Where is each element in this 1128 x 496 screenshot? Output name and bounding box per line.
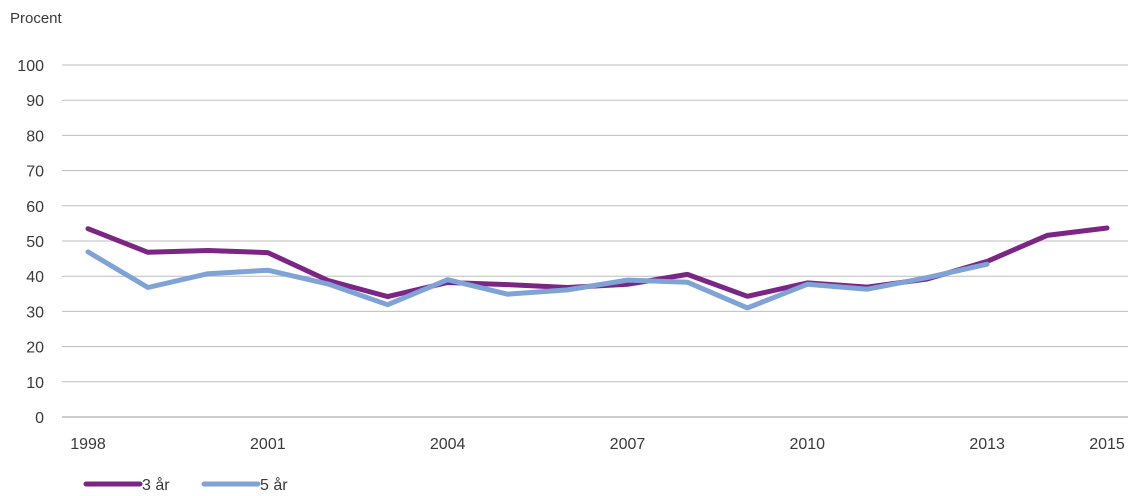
series-line-2 xyxy=(85,249,990,311)
y-tick-label: 30 xyxy=(26,304,44,321)
y-tick-label: 40 xyxy=(26,269,44,286)
y-tick-labels: 0 10 20 30 40 50 60 70 80 90 100 xyxy=(17,58,44,427)
gridlines xyxy=(62,64,1128,418)
y-tick-label: 70 xyxy=(26,164,44,181)
y-tick-label: 100 xyxy=(17,58,44,75)
y-tick-label: 0 xyxy=(35,410,44,427)
y-tick-label: 60 xyxy=(26,199,44,216)
y-tick-label: 20 xyxy=(26,340,44,357)
x-tick-label: 2010 xyxy=(789,436,825,453)
y-tick-label: 10 xyxy=(26,375,44,392)
x-tick-labels: 1998 2001 2004 2007 2010 2013 2015 xyxy=(70,436,1125,453)
x-tick-label: 2001 xyxy=(250,436,286,453)
y-tick-label: 80 xyxy=(26,128,44,145)
x-tick-label: 2013 xyxy=(969,436,1005,453)
series-lines xyxy=(85,225,1110,311)
legend-label: 5 år xyxy=(260,476,288,494)
y-axis-label: Procent xyxy=(10,10,63,27)
y-tick-label: 90 xyxy=(26,93,44,110)
x-tick-label: 2004 xyxy=(430,436,466,453)
x-tick-label: 2007 xyxy=(610,436,646,453)
x-tick-label: 1998 xyxy=(70,436,106,453)
legend: 3 år 5 år xyxy=(83,476,288,494)
legend-label: 3 år xyxy=(142,476,170,494)
y-tick-label: 50 xyxy=(26,234,44,251)
x-tick-label: 2015 xyxy=(1089,436,1125,453)
